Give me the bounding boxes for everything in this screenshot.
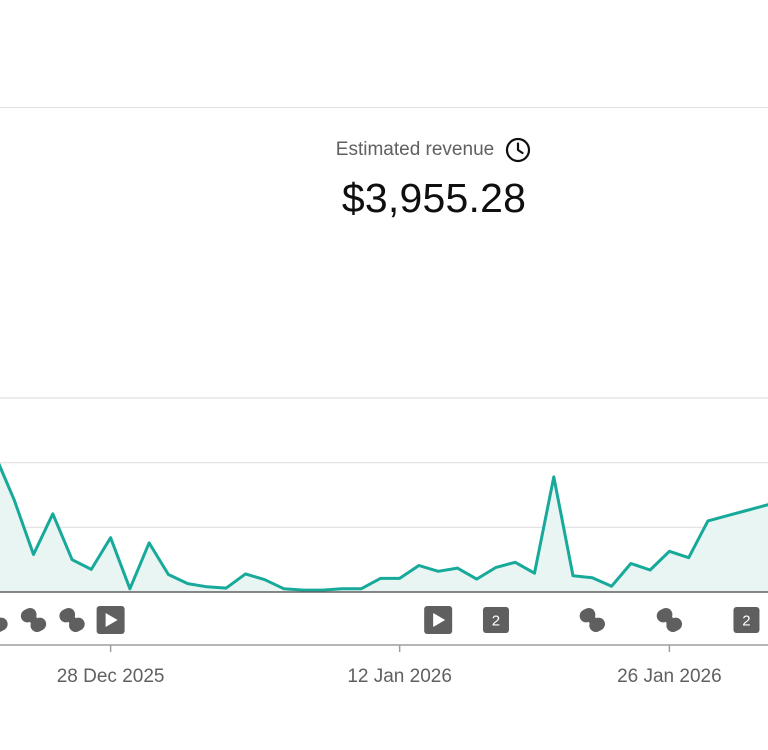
x-axis-ticks: 28 Dec 2025 12 Jan 2026 26 Jan 2026 [57,645,722,687]
metric-value: $3,955.28 [341,175,527,221]
video-marker-3[interactable] [96,606,125,634]
count-marker-label: 2 [742,613,750,630]
x-tick-label-0: 28 Dec 2025 [57,666,165,687]
revenue-line [0,462,768,592]
metric-label: Estimated revenue [335,139,495,160]
shorts-icon[interactable] [57,604,87,636]
grid-lines [0,397,768,528]
count-marker-8[interactable]: 2 [733,607,760,633]
count-marker-label: 2 [492,613,500,630]
shorts-icon[interactable] [654,604,684,636]
shorts-icon[interactable] [19,604,49,636]
revenue-area [0,466,768,592]
shorts-icon[interactable] [577,604,607,636]
shorts-icon[interactable] [0,604,10,636]
count-marker-5[interactable]: 2 [482,607,509,633]
x-tick-label-2: 26 Jan 2026 [617,666,722,687]
clock-icon[interactable] [504,136,532,164]
video-marker-4[interactable] [424,606,453,634]
metric-label-row: Estimated revenue [336,136,532,164]
metric-summary: Estimated revenue $3,955.28 [0,136,768,222]
x-tick-label-1: 12 Jan 2026 [347,666,452,687]
header-divider [0,107,768,108]
